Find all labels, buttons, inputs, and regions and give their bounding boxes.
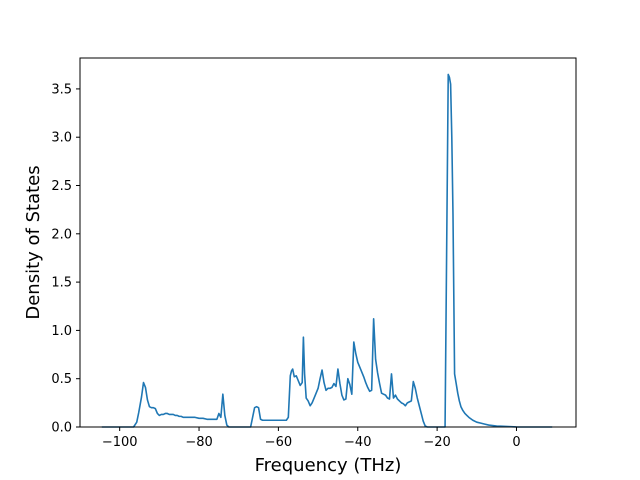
y-axis-label: Density of States — [23, 165, 44, 319]
dos-series-line — [101, 73, 553, 428]
x-axis-label: Frequency (THz) — [255, 455, 402, 476]
x-tick-label: −80 — [185, 435, 212, 450]
x-tick-label: −40 — [344, 435, 371, 450]
axis-ticks: −100 −80 −60 −40 −20 0 0.0 0.5 1.0 1.5 2.0 2.5 3.0 3.… — [51, 82, 520, 450]
x-tick-label: 0 — [512, 435, 520, 450]
y-tick-label: 3.0 — [51, 131, 72, 146]
axes-frame — [79, 57, 577, 428]
y-tick-label: 1.0 — [51, 324, 72, 339]
y-tick-label: 0.0 — [51, 421, 72, 436]
y-tick-label: 3.5 — [51, 82, 72, 97]
plot-area — [101, 73, 553, 428]
y-tick-label: 2.0 — [51, 227, 72, 242]
y-tick-label: 1.5 — [51, 276, 72, 291]
x-tick-label: −100 — [102, 435, 138, 450]
y-tick-label: 2.5 — [51, 179, 72, 194]
x-tick-label: −60 — [265, 435, 292, 450]
x-tick-label: −20 — [423, 435, 450, 450]
y-tick-label: 0.5 — [51, 372, 72, 387]
